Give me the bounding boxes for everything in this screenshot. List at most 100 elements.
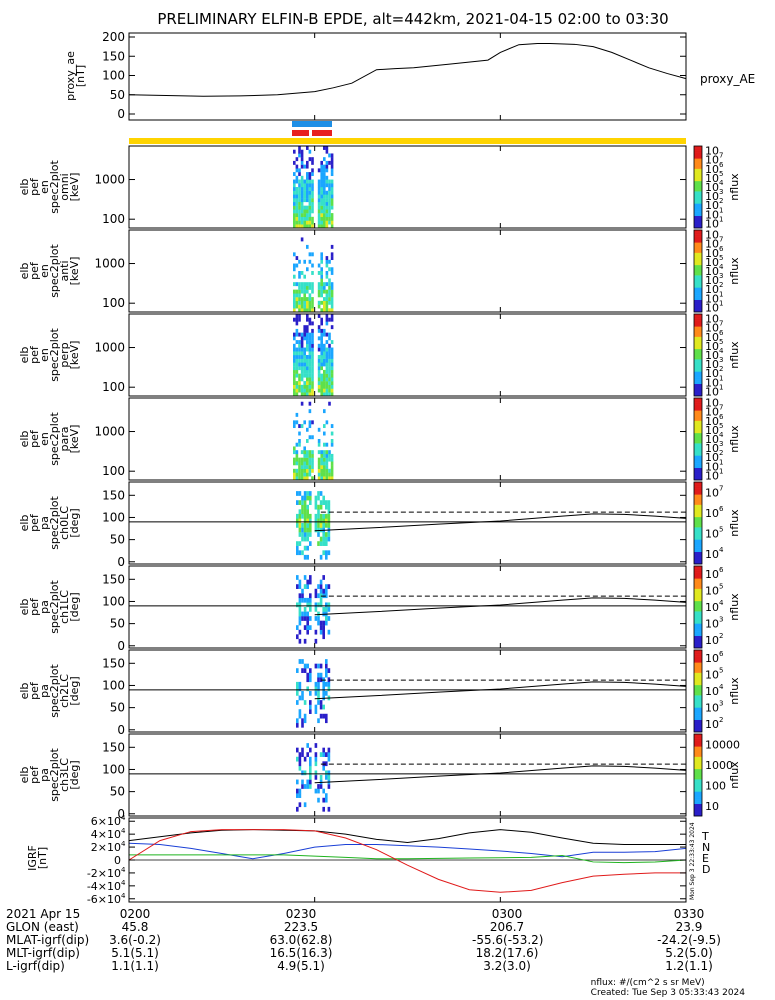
colorbar-tick-label: 10 [705,527,719,540]
spectrogram-cell [306,336,309,341]
colorbar-cell [694,600,702,604]
spectrogram-cell [327,500,331,505]
spectrogram-cell [323,168,326,173]
spectrogram-cell [308,351,312,356]
ylabel-line: en [38,264,51,278]
spectrogram-cell [301,536,304,542]
spectrogram-cell [306,373,309,378]
colorbar-cell [694,314,702,317]
spectrogram-cell [325,550,328,556]
colorbar-tick-exponent: 5 [719,338,723,346]
colorbar-cell [694,654,702,657]
spectrogram-cell [330,388,334,393]
spectrogram-cell [330,304,334,309]
colorbar-cell [694,215,702,219]
spectrogram-cell [325,168,329,173]
colorbar-cell [694,520,702,524]
spectrogram-cell [327,616,331,621]
spectrogram-cell [295,179,299,184]
spectrogram-cell [309,593,312,599]
spectrogram-cell [298,377,301,382]
spectrogram-cell [303,300,306,305]
spectrogram-cell [298,611,302,617]
colorbar-cell [694,799,702,802]
spectrogram-cell [296,779,299,785]
spectrogram-cell [325,468,329,473]
spectrogram-cell [323,332,326,337]
ylabel-line: elb [18,767,31,784]
colorbar-cell [694,455,702,458]
colorbar-tick-exponent: 2 [719,449,723,457]
spectrogram-cell [320,205,323,210]
colorbar-cell [694,547,702,550]
spectrogram-cell [306,340,309,345]
spectrogram-cell [308,149,312,154]
spectrogram-cell [317,616,320,621]
spectrogram-cell [328,187,331,191]
spectrogram-cell [301,593,304,599]
spectrogram-cell [320,465,323,470]
spectrogram-cell [330,369,334,374]
ylabel-line: ch1LC [58,590,71,624]
spectrogram-cell [314,704,318,710]
spectrogram-cell [325,369,329,374]
colorbar-unit-label: nflux [728,341,741,369]
spectrogram-cell [323,187,326,191]
igrf-series-line [129,854,687,864]
spectrogram-cell [303,198,306,203]
spectrogram-cell [317,293,321,298]
spectrogram-cell [298,468,301,473]
spectrogram-cell [303,504,307,510]
spectrogram-cell [293,274,296,279]
spectrogram-cell [319,500,323,505]
colorbar-tick-exponent: 2 [719,197,723,205]
colorbar-cell [694,715,702,718]
colorbar-cell [694,441,702,444]
spectrogram-cell [300,465,304,470]
spectrogram-cell [300,424,304,429]
ae-frame [128,32,687,121]
spectrogram-cell [311,271,314,275]
spectrogram-cell [300,340,304,345]
spectrogram-cell [314,788,318,794]
spectrogram-cell [323,328,326,333]
spectrogram-cell [322,550,325,556]
colorbar-cell [694,635,702,639]
spectrogram-cell [311,304,314,309]
spectrogram-cell [317,468,321,473]
spectrogram-cell [306,450,309,455]
spectrogram-cell [293,388,296,393]
spectrogram-cell [319,554,323,560]
spectrogram-cell [306,392,309,397]
spectrogram-cell [298,347,301,352]
spectrogram-cell [295,420,299,425]
spectrogram-cell [308,435,312,440]
spectrogram-cell [301,611,304,617]
spectrogram-cell [300,373,304,378]
spectrogram-cell [300,205,304,210]
spectrogram-cell [330,377,334,382]
footer-row-label: 2021 Apr 15 [6,907,81,921]
spectrogram-cell [330,476,334,481]
spectrogram-cell [298,509,302,515]
spectrogram-cell [293,355,296,359]
colorbar-cell [694,301,702,305]
loss-cone-line [314,597,687,616]
colorbar-tick-exponent: 4 [719,431,724,439]
colorbar-cell [694,332,702,335]
spectrogram-cell [317,358,321,363]
spectrogram-cell [317,314,321,318]
colorbar-tick-label: 10 [705,349,719,362]
colorbar-cell [694,467,702,471]
colorbar-cell [694,297,702,300]
colorbar-cell [694,785,702,788]
spectrogram-cell [303,220,306,225]
spectrogram-cell [309,775,312,780]
spectrogram-cell [296,518,299,524]
colorbar-cell [694,662,702,665]
y-tick-exponent: 4 [121,879,126,887]
spectrogram-cell [309,541,312,546]
spectrogram-cell [306,532,309,537]
y-tick-label: 1000 [94,341,125,355]
